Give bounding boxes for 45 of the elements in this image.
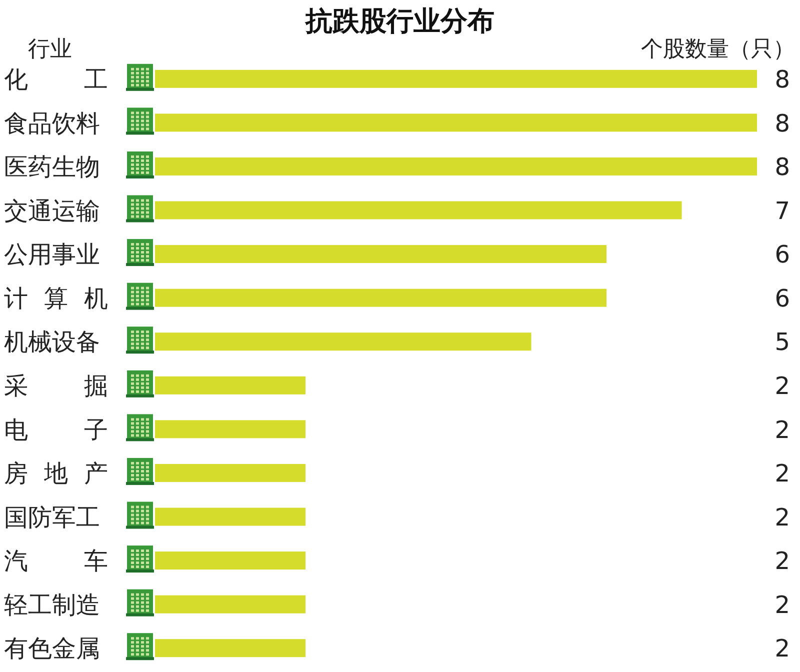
chart-title: 抗跌股行业分布 [304,6,494,37]
bar [155,508,306,526]
y-tick-label: 交通运输 [4,196,100,225]
data-label: 2 [774,634,790,663]
y-tick-label: 汽车 [4,547,108,576]
bar [155,552,306,570]
data-label: 2 [774,372,790,400]
data-label: 2 [774,416,790,444]
bar [155,420,306,438]
y-tick-label: 电子 [4,416,108,444]
bar [155,639,306,658]
data-label: 5 [774,328,790,356]
data-label: 2 [774,503,790,532]
data-label: 6 [774,284,790,312]
y-tick-label: 国防军工 [4,503,100,532]
data-label: 8 [774,153,790,182]
bar [155,157,757,176]
bar [155,245,606,264]
bar [155,376,306,394]
data-label: 8 [774,109,790,138]
data-label: 2 [774,460,790,488]
y-tick-label: 公用事业 [4,240,100,269]
y-tick-label: 采掘 [4,372,108,400]
bar [155,595,306,614]
y-tick-label: 轻工制造 [4,590,100,619]
data-label: 2 [774,547,790,576]
x-axis-title: 个股数量（只） [641,37,795,62]
y-tick-label: 有色金属 [4,634,100,663]
bar [155,114,757,132]
y-tick-label: 机械设备 [4,328,100,356]
y-tick-label: 医药生物 [4,153,100,182]
y-tick-label: 房地产 [4,460,108,488]
y-tick-label: 化工 [4,66,108,94]
bar [155,70,757,88]
bar [155,288,606,307]
data-label: 8 [774,66,790,94]
y-tick-label: 食品饮料 [4,109,100,138]
bar [155,332,532,351]
data-label: 6 [774,240,790,269]
data-label: 2 [774,590,790,619]
data-label: 7 [774,196,790,225]
y-axis-title: 行业 [28,37,72,62]
bar [155,464,306,482]
y-tick-label: 计算机 [4,284,108,312]
bar [155,201,682,220]
